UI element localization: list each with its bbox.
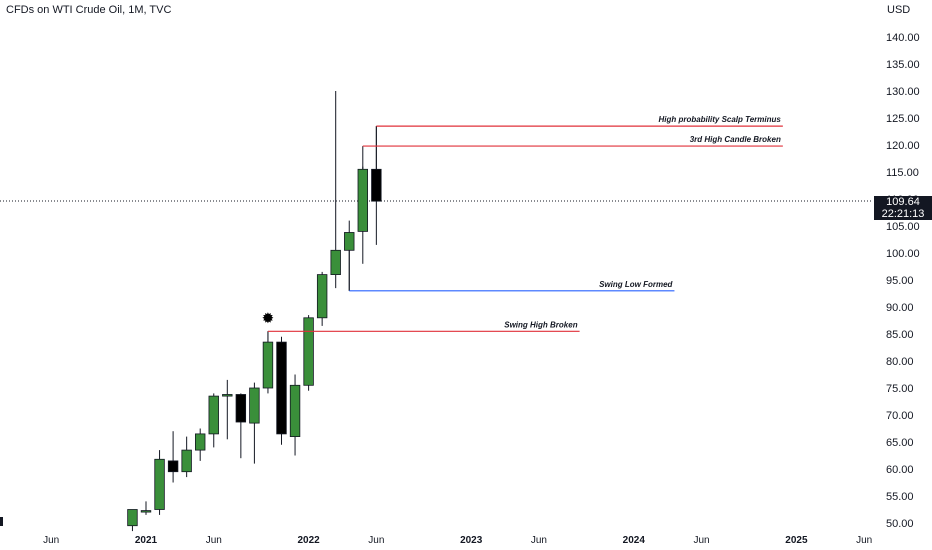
x-tick-label: Jun — [531, 535, 547, 546]
candle-body — [357, 168, 369, 232]
candle-body — [127, 509, 138, 527]
y-tick-label: 135.00 — [886, 59, 920, 71]
x-tick-label: Jun — [43, 535, 59, 546]
candle-body — [194, 433, 206, 451]
x-tick-label: Jun — [368, 535, 384, 546]
candle-body — [222, 394, 233, 397]
y-tick-label: 90.00 — [886, 302, 914, 314]
y-tick-label: 130.00 — [886, 86, 920, 98]
chart-title: CFDs on WTI Crude Oil, 1M, TVC — [6, 4, 172, 16]
y-tick-label: 70.00 — [886, 410, 914, 422]
y-tick-label: 60.00 — [886, 464, 914, 476]
scroll-marker — [0, 517, 3, 526]
candle-body — [208, 395, 219, 435]
y-tick-label: 80.00 — [886, 356, 914, 368]
y-tick-label: 85.00 — [886, 329, 914, 341]
candle-body — [262, 341, 274, 389]
candle-countdown: 22:21:13 — [881, 208, 925, 220]
y-tick-label: 115.00 — [886, 167, 919, 179]
candle-body — [235, 394, 247, 423]
level-label: Swing Low Formed — [599, 280, 673, 289]
candle-body — [316, 274, 328, 319]
candle-body — [276, 341, 287, 435]
candle-body — [140, 510, 152, 513]
currency-label: USD — [887, 4, 911, 16]
current-price-tag: 109.64 22:21:13 — [874, 196, 932, 220]
y-tick-label: 125.00 — [886, 113, 920, 125]
current-price-value: 109.64 — [886, 196, 920, 208]
y-tick-label: 100.00 — [886, 248, 920, 260]
candle-body — [249, 387, 260, 424]
y-tick-label: 75.00 — [886, 383, 914, 395]
candle-body — [371, 168, 382, 202]
x-tick-label: 2023 — [460, 535, 483, 546]
level-label: Swing High Broken — [504, 320, 577, 329]
level-label: 3rd High Candle Broken — [690, 135, 781, 144]
signal-marker — [262, 312, 274, 324]
y-tick-label: 65.00 — [886, 437, 914, 449]
y-tick-label: 95.00 — [886, 275, 914, 287]
candle-body — [181, 449, 192, 473]
candle-body — [330, 249, 341, 276]
y-tick-label: 55.00 — [886, 491, 914, 503]
x-tick-label: 2021 — [135, 535, 158, 546]
candle-body — [154, 458, 165, 510]
candle-body — [167, 460, 179, 473]
x-tick-label: 2024 — [623, 535, 646, 546]
candle-body — [289, 384, 301, 437]
x-tick-label: Jun — [693, 535, 709, 546]
x-tick-label: Jun — [856, 535, 872, 546]
level-label: High probability Scalp Terminus — [658, 115, 781, 124]
x-tick-label: 2025 — [785, 535, 808, 546]
y-tick-label: 50.00 — [886, 518, 914, 530]
y-tick-label: 140.00 — [886, 32, 920, 44]
y-tick-label: 120.00 — [886, 140, 920, 152]
x-tick-label: Jun — [206, 535, 222, 546]
y-tick-label: 105.00 — [886, 221, 920, 233]
candle-body — [303, 317, 314, 386]
x-tick-label: 2022 — [297, 535, 320, 546]
candle-body — [344, 232, 355, 251]
